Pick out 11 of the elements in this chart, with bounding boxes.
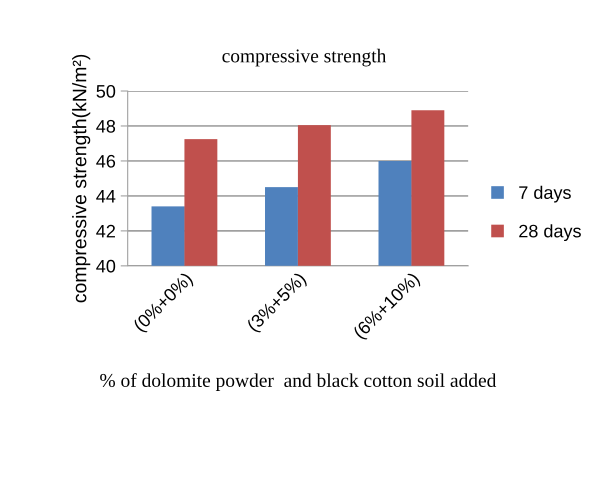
y-tick-label: 50 bbox=[96, 84, 116, 98]
y-tick-label: 46 bbox=[96, 154, 116, 168]
y-tick-label: 40 bbox=[96, 260, 116, 273]
y-tick-label: 42 bbox=[96, 224, 115, 238]
y-axis-title: compressive strength(kN/m²) bbox=[72, 54, 90, 302]
legend-label: 28 days bbox=[519, 224, 581, 242]
x-axis-title: % of dolomite powder and black cotton soil added bbox=[100, 373, 496, 391]
legend-label: 7 days bbox=[519, 186, 571, 203]
chart-title: compressive strength bbox=[222, 48, 386, 66]
y-tick-label: 44 bbox=[96, 190, 116, 202]
y-tick-label: 48 bbox=[96, 120, 116, 133]
